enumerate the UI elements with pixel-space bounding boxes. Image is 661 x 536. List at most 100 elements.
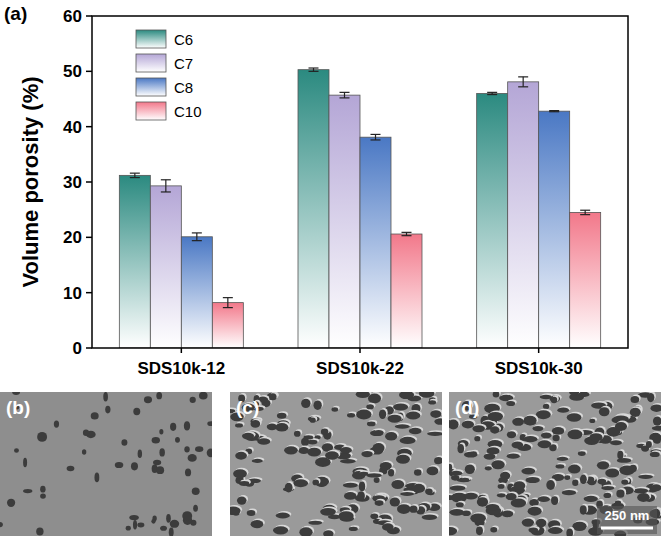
error-cap	[340, 92, 350, 93]
image-bg	[0, 392, 212, 536]
bar	[150, 186, 181, 348]
pore	[598, 479, 607, 485]
pore	[409, 505, 417, 512]
pore	[159, 429, 163, 434]
pore	[638, 475, 653, 479]
pore	[604, 493, 612, 498]
pore	[175, 437, 180, 443]
pore	[470, 451, 477, 455]
pore	[400, 437, 416, 444]
pore	[557, 407, 569, 412]
pore	[568, 465, 581, 474]
pore	[273, 526, 288, 534]
pore	[388, 415, 402, 423]
pores	[449, 392, 661, 536]
pore	[425, 488, 432, 494]
pore	[126, 526, 131, 531]
pore	[578, 392, 590, 397]
pore	[54, 420, 59, 427]
pore	[343, 483, 358, 488]
pore	[557, 457, 569, 461]
pore	[465, 464, 475, 474]
pore	[461, 478, 470, 482]
pore	[651, 484, 661, 491]
pore	[12, 392, 20, 395]
y-tick	[86, 292, 92, 294]
pore	[615, 422, 627, 431]
pore	[536, 519, 547, 527]
error-bar	[549, 111, 559, 112]
pore	[633, 488, 648, 493]
pore	[652, 426, 661, 431]
pore	[185, 469, 191, 477]
pore	[195, 446, 203, 452]
pore	[521, 468, 535, 475]
bar	[298, 70, 329, 348]
pore	[589, 419, 595, 423]
pore	[572, 479, 578, 486]
pore	[456, 502, 464, 507]
pore	[464, 493, 478, 500]
pore	[567, 430, 582, 440]
error-bar	[161, 180, 171, 192]
pore	[382, 523, 394, 531]
pore	[472, 425, 485, 432]
pore	[525, 477, 539, 483]
error-bar	[487, 92, 497, 94]
pore	[529, 499, 539, 506]
image-bg	[230, 392, 442, 536]
pore	[464, 452, 478, 458]
y-tick-label: 40	[63, 118, 82, 137]
pore	[188, 454, 197, 462]
legend-swatch	[136, 54, 166, 72]
pore	[156, 392, 162, 399]
error-cap	[192, 240, 202, 241]
pore	[580, 475, 587, 485]
pore	[512, 441, 524, 448]
pore	[156, 466, 164, 474]
pores	[0, 392, 212, 536]
pore	[207, 449, 212, 458]
pore	[523, 436, 537, 442]
pore	[450, 471, 462, 476]
pore	[247, 510, 256, 516]
pore	[536, 410, 551, 419]
pore	[170, 423, 176, 431]
error-cap	[161, 179, 171, 180]
pore	[307, 448, 321, 457]
y-axis-title: Volume porosity (%)	[18, 76, 43, 287]
pore	[152, 437, 160, 444]
pore	[390, 497, 400, 506]
image-bg	[449, 392, 661, 536]
figure: (a)0102030405060Volume porosity (%)SDS10…	[0, 0, 661, 536]
pore	[7, 499, 15, 507]
pore	[94, 473, 99, 483]
bar	[360, 137, 391, 348]
y-tick-label: 50	[63, 62, 82, 81]
pore	[285, 483, 293, 493]
pore	[506, 493, 517, 500]
error-line	[165, 180, 166, 192]
legend-label: C8	[174, 79, 193, 96]
plot-frame	[92, 16, 628, 348]
pore	[589, 433, 602, 441]
pore	[184, 421, 190, 430]
pore	[427, 432, 442, 436]
legend-swatch	[136, 102, 166, 120]
pore	[552, 427, 564, 435]
pore	[566, 529, 573, 536]
pore	[650, 405, 661, 412]
pore	[599, 407, 610, 416]
pore	[303, 435, 313, 439]
pore	[357, 491, 365, 500]
y-tick-label: 30	[63, 173, 82, 192]
error-bar	[518, 77, 528, 87]
pore	[610, 440, 622, 445]
pore	[488, 412, 504, 421]
pore	[190, 397, 196, 403]
error-bar	[580, 210, 590, 214]
pore	[393, 404, 408, 411]
pore	[449, 527, 457, 535]
pore	[370, 513, 378, 519]
pore	[284, 446, 298, 454]
